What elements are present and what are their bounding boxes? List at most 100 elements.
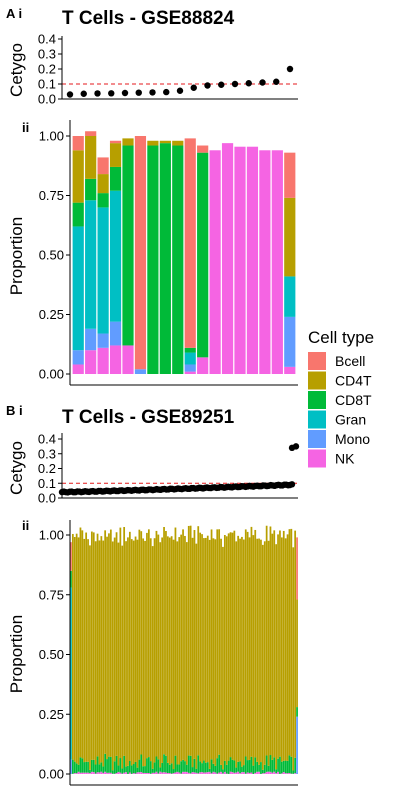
a2-bar-9-bcell bbox=[184, 138, 196, 348]
b1-ytick-label-4: 0.4 bbox=[38, 432, 56, 447]
b2-bar-114-cd4t bbox=[286, 534, 289, 761]
b2-bar-84-cd8t bbox=[229, 757, 232, 772]
b2-bar-46-cd4t bbox=[157, 534, 160, 760]
b2-bar-106-cd8t bbox=[271, 759, 274, 773]
a2-bar-3-gran bbox=[109, 190, 122, 322]
b2-bar-109-cd4t bbox=[277, 534, 279, 759]
b2-bar-104-nk bbox=[267, 771, 270, 774]
b2-bar-24-nk bbox=[115, 773, 118, 774]
b2-ytick-label-4: 1.00 bbox=[39, 528, 64, 543]
b2-bar-2-cd8t bbox=[73, 761, 76, 774]
b2-bar-24-cd8t bbox=[115, 755, 118, 774]
b2-bar-80-cd4t bbox=[222, 546, 224, 770]
b2-bar-118-nk bbox=[294, 773, 297, 774]
b2-bar-40-cd8t bbox=[146, 758, 148, 773]
b2-bar-12-nk bbox=[92, 772, 95, 774]
a2-bar-9-gran bbox=[184, 352, 196, 365]
a2-bar-16-nk bbox=[271, 150, 283, 374]
b2-bar-3-cd4t bbox=[75, 533, 78, 764]
b2-bar-72-nk bbox=[206, 772, 209, 774]
b2-bar-4-cd4t bbox=[77, 537, 80, 765]
a1-point-2 bbox=[94, 90, 101, 97]
a2-bar-4-nk bbox=[122, 345, 134, 374]
b2-bar-93-nk bbox=[246, 772, 249, 774]
b2-bar-65-cd4t bbox=[193, 530, 196, 759]
b2-bar-89-cd8t bbox=[239, 761, 241, 774]
a1-point-6 bbox=[149, 89, 156, 96]
b2-bar-49-cd8t bbox=[163, 754, 165, 773]
b2-bar-99-cd4t bbox=[258, 538, 260, 765]
b2-bar-24-cd4t bbox=[115, 532, 118, 756]
a2-bar-8-cd4t bbox=[172, 140, 184, 146]
b2-bar-62-nk bbox=[187, 772, 190, 774]
b2-bar-81-nk bbox=[223, 771, 226, 774]
b2-bar-82-cd4t bbox=[225, 536, 228, 765]
a1-point-13 bbox=[245, 80, 252, 87]
ylabel-a-ii: Proportion bbox=[7, 217, 26, 295]
b2-bar-27-cd4t bbox=[121, 545, 124, 769]
b2-bar-58-cd8t bbox=[180, 761, 183, 774]
b2-bar-26-cd8t bbox=[119, 758, 122, 773]
b2-bar-86-cd8t bbox=[233, 760, 236, 773]
b2-bar-19-cd8t bbox=[106, 759, 108, 773]
b2-ytick-label-2: 0.50 bbox=[39, 647, 64, 662]
b2-bar-31-cd8t bbox=[128, 761, 131, 773]
b2-bar-73-nk bbox=[208, 771, 211, 774]
b2-bar-6-nk bbox=[81, 772, 84, 774]
b2-bar-19-cd4t bbox=[106, 536, 108, 760]
a2-bar-2-cd8t bbox=[97, 193, 109, 208]
b2-bar-11-nk bbox=[90, 771, 93, 774]
a2-bar-9-nk bbox=[184, 371, 196, 374]
b2-bar-80-nk bbox=[222, 773, 224, 774]
scatter-plot-b: 0.00.10.20.30.4 bbox=[38, 432, 300, 506]
a2-bar-14-nk bbox=[246, 146, 259, 374]
b2-bar-115-cd8t bbox=[288, 755, 291, 773]
b2-bar-97-cd8t bbox=[254, 757, 257, 773]
b2-bar-0-cd8t bbox=[70, 570, 72, 588]
b2-bar-70-cd8t bbox=[203, 760, 205, 773]
b2-bar-7-cd4t bbox=[83, 538, 86, 763]
b2-bar-64-nk bbox=[191, 772, 194, 774]
a2-bar-1-cd4t bbox=[85, 136, 97, 179]
b2-bar-5-cd4t bbox=[79, 527, 82, 758]
b2-bar-87-nk bbox=[235, 772, 238, 774]
b2-bar-47-cd4t bbox=[159, 542, 162, 768]
chart-title-a: T Cells - GSE88824 bbox=[62, 8, 235, 29]
a2-bar-8-cd8t bbox=[172, 145, 184, 374]
b2-bar-12-cd8t bbox=[92, 759, 95, 773]
a2-bar-3-cd8t bbox=[109, 166, 122, 191]
b2-bar-26-cd4t bbox=[119, 527, 122, 759]
b2-bar-80-cd8t bbox=[222, 769, 224, 774]
a2-bar-0-bcell bbox=[72, 136, 84, 151]
a2-ytick-label-2: 0.50 bbox=[39, 248, 64, 263]
legend-swatch-cd4t bbox=[308, 371, 326, 390]
legend-swatch-cd8t bbox=[308, 391, 326, 409]
b2-bar-46-cd8t bbox=[157, 759, 160, 774]
a1-point-15 bbox=[273, 78, 280, 85]
b2-bar-31-nk bbox=[128, 772, 131, 774]
b2-bar-50-cd8t bbox=[165, 755, 167, 773]
a2-bar-1-bcell bbox=[85, 131, 97, 136]
a1-point-14 bbox=[259, 79, 266, 86]
b2-bar-1-cd8t bbox=[71, 759, 74, 774]
b2-bar-79-nk bbox=[220, 771, 222, 774]
b2-bar-99-cd8t bbox=[258, 764, 260, 772]
b2-bar-93-cd4t bbox=[246, 531, 249, 761]
b2-bar-20-cd8t bbox=[108, 756, 110, 773]
b2-bar-55-cd4t bbox=[174, 527, 177, 756]
b2-bar-70-cd4t bbox=[203, 538, 205, 761]
b2-bar-115-cd4t bbox=[288, 529, 291, 756]
b2-bar-43-cd8t bbox=[151, 768, 154, 773]
a1-ytick-label-3: 0.3 bbox=[38, 47, 56, 62]
b2-bar-107-cd8t bbox=[273, 757, 276, 772]
legend-swatch-mono bbox=[308, 430, 326, 448]
a2-bar-3-nk bbox=[109, 345, 122, 374]
b2-bar-111-nk bbox=[280, 773, 283, 774]
b2-bar-86-cd4t bbox=[233, 530, 236, 761]
b2-bar-75-nk bbox=[212, 771, 215, 774]
a1-point-3 bbox=[108, 90, 115, 97]
b2-bar-56-cd4t bbox=[176, 541, 179, 765]
b2-bar-68-nk bbox=[199, 772, 202, 774]
b2-bar-85-cd4t bbox=[231, 532, 234, 760]
b2-bar-17-cd8t bbox=[102, 766, 105, 773]
